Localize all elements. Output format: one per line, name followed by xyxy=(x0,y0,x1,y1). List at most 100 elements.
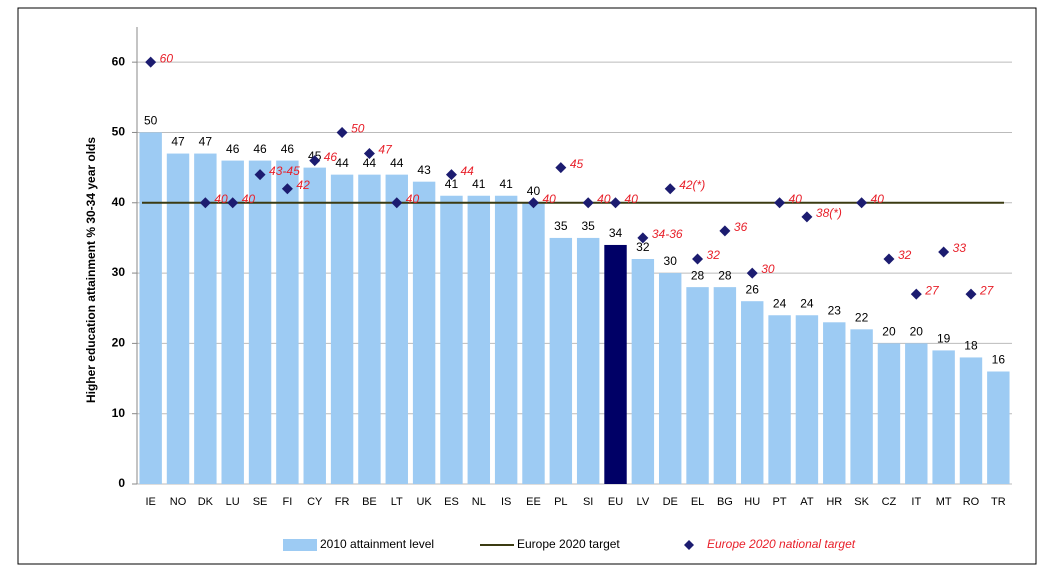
x-tick-label: SI xyxy=(583,496,593,508)
target-label: 47 xyxy=(378,143,393,157)
data-label: 32 xyxy=(636,240,650,254)
target-marker xyxy=(692,253,704,265)
x-tick-label: EE xyxy=(526,496,541,508)
target-label: 40 xyxy=(597,192,611,206)
x-tick-label: EL xyxy=(691,496,704,508)
y-tick-label: 30 xyxy=(112,265,126,279)
bar xyxy=(658,273,682,484)
target-label: 27 xyxy=(924,283,940,297)
x-tick-label: FI xyxy=(283,496,293,508)
data-label: 50 xyxy=(144,114,158,128)
bar xyxy=(905,343,928,484)
data-label: 35 xyxy=(554,219,568,233)
x-tick-label: SK xyxy=(854,496,869,508)
target-label: 43-45 xyxy=(269,164,300,178)
data-label: 44 xyxy=(390,156,404,170)
target-marker xyxy=(445,169,457,181)
target-marker xyxy=(910,288,922,300)
target-marker xyxy=(664,183,676,195)
legend-label: Europe 2020 national target xyxy=(707,537,856,551)
x-tick-label: TR xyxy=(991,496,1006,508)
data-label: 16 xyxy=(992,353,1006,367)
bar xyxy=(139,132,162,484)
target-marker xyxy=(336,126,348,138)
y-tick-label: 10 xyxy=(112,406,126,420)
target-label: 40 xyxy=(625,192,639,206)
x-tick-label: BE xyxy=(362,496,377,508)
x-tick-label: LV xyxy=(637,496,650,508)
bar xyxy=(795,315,819,484)
target-marker xyxy=(582,197,594,209)
target-marker xyxy=(719,225,731,237)
bar xyxy=(494,195,518,484)
data-label: 41 xyxy=(499,177,513,191)
bar xyxy=(385,174,408,484)
data-label: 28 xyxy=(691,268,705,282)
data-label: 35 xyxy=(581,219,595,233)
bar xyxy=(248,160,272,485)
legend-label: 2010 attainment level xyxy=(320,537,434,551)
bar xyxy=(412,181,436,484)
legend-swatch xyxy=(283,539,317,551)
target-marker xyxy=(309,155,321,167)
bar xyxy=(358,174,381,484)
target-marker xyxy=(199,197,211,209)
target-label: 30 xyxy=(761,262,775,276)
bar xyxy=(850,329,873,484)
data-label: 22 xyxy=(855,310,869,324)
legend-label: Europe 2020 target xyxy=(517,537,620,551)
target-marker xyxy=(938,246,950,258)
y-tick-label: 40 xyxy=(112,195,126,209)
bar xyxy=(194,153,217,485)
target-label: 60 xyxy=(160,51,174,65)
target-marker xyxy=(610,197,622,209)
y-tick-label: 0 xyxy=(118,476,125,490)
target-label: 32 xyxy=(707,248,721,262)
target-marker xyxy=(254,169,266,181)
target-marker xyxy=(746,267,758,279)
target-marker xyxy=(856,197,868,209)
x-tick-label: DK xyxy=(198,496,214,508)
x-tick-label: UK xyxy=(416,496,432,508)
target-label: 40 xyxy=(242,192,256,206)
y-axis-label: Higher education attainment % 30-34 year… xyxy=(84,137,98,403)
bar xyxy=(713,287,737,484)
data-label: 24 xyxy=(773,296,787,310)
legend-swatch xyxy=(684,540,694,550)
data-label: 30 xyxy=(664,254,678,268)
y-tick-label: 50 xyxy=(112,125,126,139)
bar xyxy=(576,237,600,484)
x-tick-label: IE xyxy=(145,496,155,508)
x-tick-label: AT xyxy=(800,496,814,508)
bar xyxy=(440,195,463,484)
data-label: 23 xyxy=(828,303,842,317)
target-label: 44 xyxy=(460,164,474,178)
target-marker xyxy=(281,183,293,195)
x-tick-label: ES xyxy=(444,496,459,508)
bar xyxy=(741,301,764,484)
x-tick-label: LU xyxy=(226,496,240,508)
x-tick-label: LT xyxy=(391,496,403,508)
target-marker xyxy=(227,197,239,209)
x-tick-label: HR xyxy=(826,496,842,508)
target-label: 45 xyxy=(570,157,584,171)
target-marker xyxy=(801,211,813,223)
x-tick-label: CY xyxy=(307,496,323,508)
target-marker xyxy=(145,56,157,68)
target-label: 50 xyxy=(351,122,365,136)
x-tick-label: BG xyxy=(717,496,733,508)
target-label: 42 xyxy=(296,178,310,192)
data-label: 44 xyxy=(363,156,377,170)
x-tick-label: IT xyxy=(911,496,921,508)
bar xyxy=(330,174,354,484)
data-label: 43 xyxy=(417,163,431,177)
bar xyxy=(987,371,1010,484)
data-label: 18 xyxy=(964,339,978,353)
x-tick-label: FR xyxy=(335,496,350,508)
data-label: 46 xyxy=(281,142,295,156)
data-label: 44 xyxy=(335,156,349,170)
x-tick-label: MT xyxy=(936,496,952,508)
data-label: 20 xyxy=(882,325,896,339)
target-label: 33 xyxy=(953,241,967,255)
